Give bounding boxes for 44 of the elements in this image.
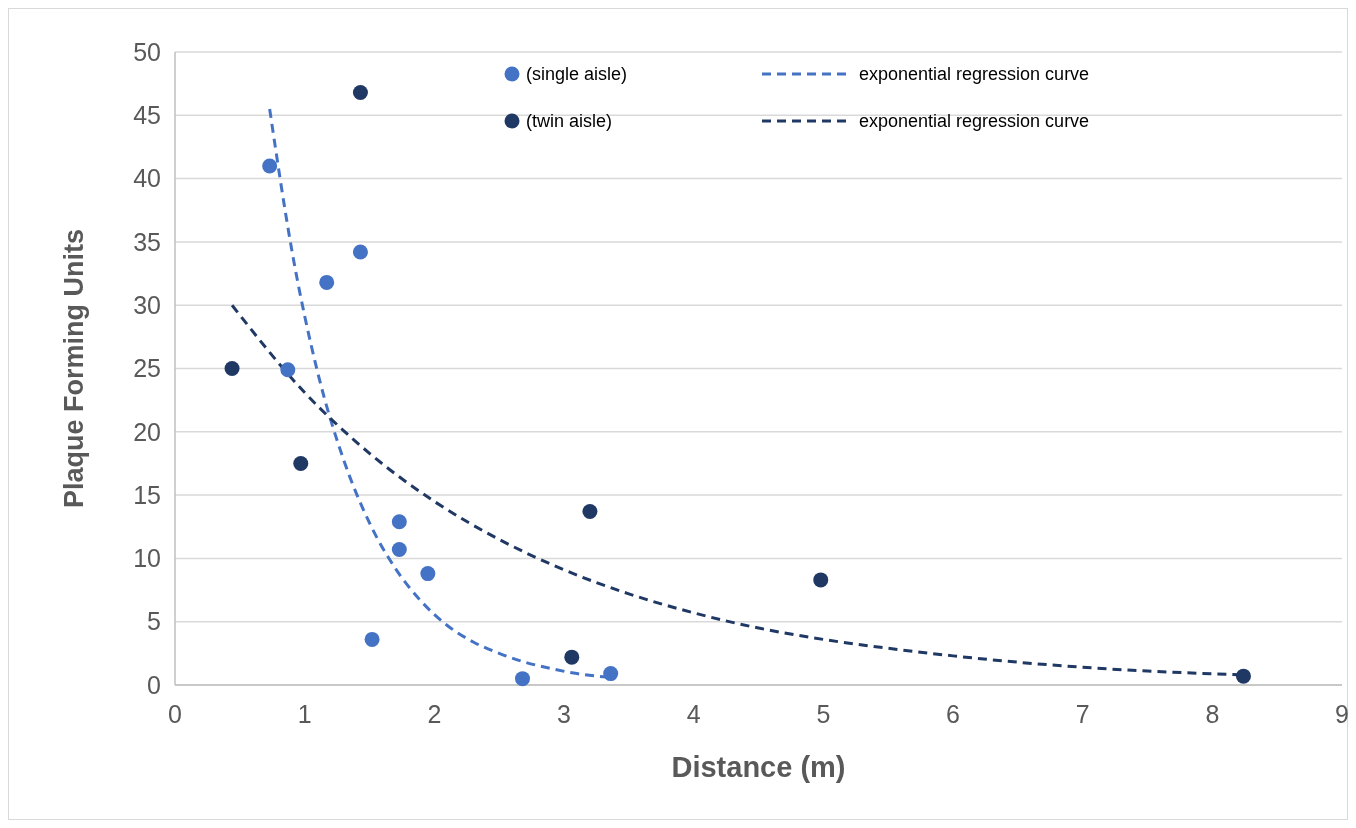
y-tick-label: 10 <box>133 544 161 573</box>
point <box>603 666 619 682</box>
y-tick-label: 30 <box>133 290 161 319</box>
point <box>262 158 278 174</box>
point <box>364 631 380 647</box>
point <box>391 514 407 530</box>
y-tick-label: 45 <box>133 101 161 130</box>
point <box>582 504 598 520</box>
y-tick-label: 50 <box>133 37 161 66</box>
y-tick-label: 20 <box>133 417 161 446</box>
y-tick-label: 15 <box>133 480 161 509</box>
point <box>420 566 436 582</box>
point <box>280 362 296 378</box>
x-tick-label: 7 <box>1075 700 1090 728</box>
point <box>352 85 368 101</box>
y-tick-label: 0 <box>147 670 161 699</box>
x-tick-label: 6 <box>946 700 960 728</box>
legend-label: (twin aisle) <box>526 111 613 132</box>
point <box>564 649 580 665</box>
point <box>293 455 309 471</box>
point <box>224 361 240 376</box>
point <box>352 244 368 260</box>
x-tick-label: 0 <box>168 700 182 728</box>
point <box>319 274 335 290</box>
y-tick-label: 25 <box>133 354 161 383</box>
point <box>391 542 407 558</box>
y-tick-label: 5 <box>147 607 161 636</box>
legend-label: (single aisle) <box>526 64 628 85</box>
point <box>515 671 531 687</box>
x-tick-label: 3 <box>557 700 571 728</box>
x-tick-label: 9 <box>1335 700 1349 728</box>
x-tick-label: 2 <box>427 700 442 728</box>
x-axis-title: Distance (m) <box>671 751 846 783</box>
x-tick-label: 8 <box>1205 700 1220 728</box>
x-tick-label: 4 <box>686 700 701 728</box>
y-tick-label: 35 <box>133 227 161 256</box>
x-tick-label: 1 <box>297 700 312 728</box>
point <box>813 572 829 588</box>
y-tick-label: 40 <box>133 164 161 193</box>
legend-label: exponential regression curve <box>859 111 1090 132</box>
legend-label: exponential regression curve <box>859 64 1090 85</box>
point <box>1235 668 1251 684</box>
x-tick-label: 5 <box>816 700 831 728</box>
y-axis-title: Plaque Forming Units <box>59 228 89 509</box>
